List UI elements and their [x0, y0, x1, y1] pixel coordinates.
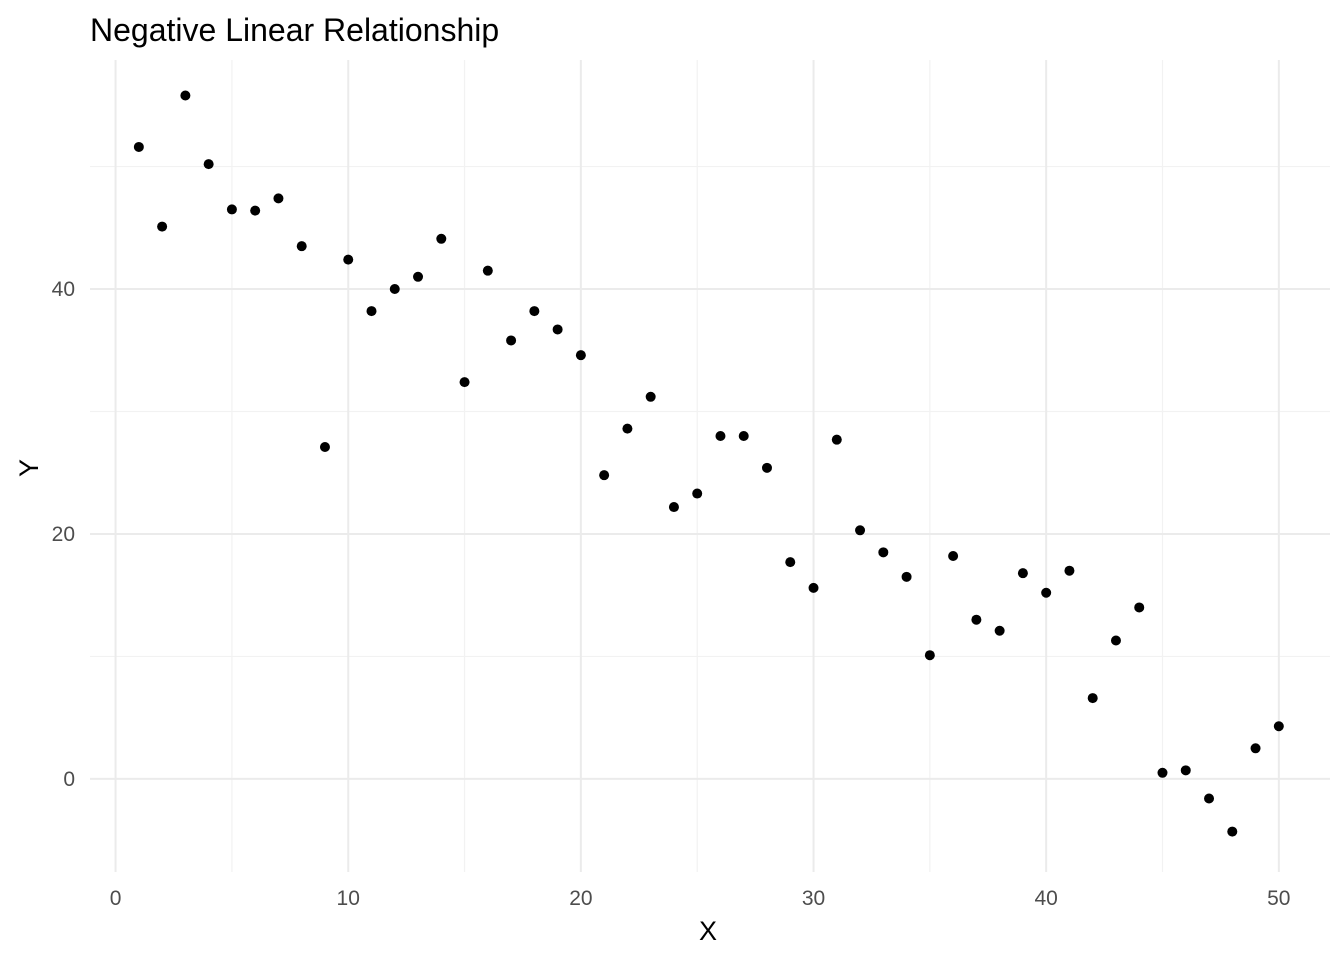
data-point: [389, 284, 400, 295]
data-point: [1017, 568, 1028, 579]
data-point: [529, 306, 540, 317]
data-point: [738, 430, 749, 441]
data-point: [622, 423, 633, 434]
data-point: [668, 502, 679, 513]
y-tick-label: 0: [63, 768, 75, 791]
data-point: [273, 193, 284, 204]
data-point: [203, 159, 214, 170]
data-point: [645, 391, 656, 402]
data-point: [785, 557, 796, 568]
data-point: [296, 241, 307, 252]
data-point: [436, 233, 447, 244]
data-point: [1087, 693, 1098, 704]
data-point: [1064, 565, 1075, 576]
data-point: [971, 614, 982, 625]
data-point: [761, 462, 772, 473]
data-point: [1227, 826, 1238, 837]
y-axis-title: Y: [14, 459, 44, 477]
data-points: [133, 90, 1284, 837]
data-point: [1180, 765, 1191, 776]
data-point: [459, 377, 470, 388]
data-point: [319, 442, 330, 453]
data-point: [506, 335, 517, 346]
data-point: [692, 488, 703, 499]
data-point: [1110, 635, 1121, 646]
data-point: [1041, 587, 1052, 598]
data-point: [343, 254, 354, 265]
data-point: [901, 571, 912, 582]
x-tick-label: 30: [802, 887, 825, 910]
data-point: [157, 221, 168, 232]
data-point: [855, 525, 866, 536]
data-point: [924, 650, 935, 661]
data-point: [482, 265, 493, 276]
y-tick-label: 40: [52, 278, 75, 301]
data-point: [1204, 793, 1215, 804]
data-point: [831, 434, 842, 445]
data-point: [1157, 767, 1168, 778]
data-point: [575, 350, 586, 361]
y-tick-label: 20: [52, 523, 75, 546]
data-point: [1134, 602, 1145, 613]
data-point: [366, 306, 377, 317]
y-axis-tick-labels: 0 20 40: [52, 278, 75, 791]
data-point: [250, 205, 261, 216]
data-point: [1273, 721, 1284, 732]
data-point: [180, 90, 191, 101]
x-tick-label: 0: [110, 887, 122, 910]
data-point: [552, 324, 563, 335]
data-point: [715, 430, 726, 441]
major-gridlines: [90, 60, 1330, 872]
data-point: [413, 271, 424, 282]
data-point: [994, 625, 1005, 636]
chart-title: Negative Linear Relationship: [90, 12, 499, 48]
data-point: [948, 551, 959, 562]
x-tick-label: 10: [337, 887, 360, 910]
x-tick-label: 20: [569, 887, 592, 910]
minor-gridlines: [90, 60, 1330, 872]
data-point: [808, 582, 819, 593]
data-point: [226, 204, 237, 215]
data-point: [599, 470, 610, 481]
x-axis-tick-labels: 0 10 20 30 40 50: [110, 887, 1291, 910]
data-point: [133, 141, 144, 152]
data-point: [1250, 743, 1261, 754]
data-point: [878, 547, 889, 558]
x-tick-label: 40: [1034, 887, 1057, 910]
x-tick-label: 50: [1267, 887, 1290, 910]
x-axis-title: X: [699, 916, 717, 946]
